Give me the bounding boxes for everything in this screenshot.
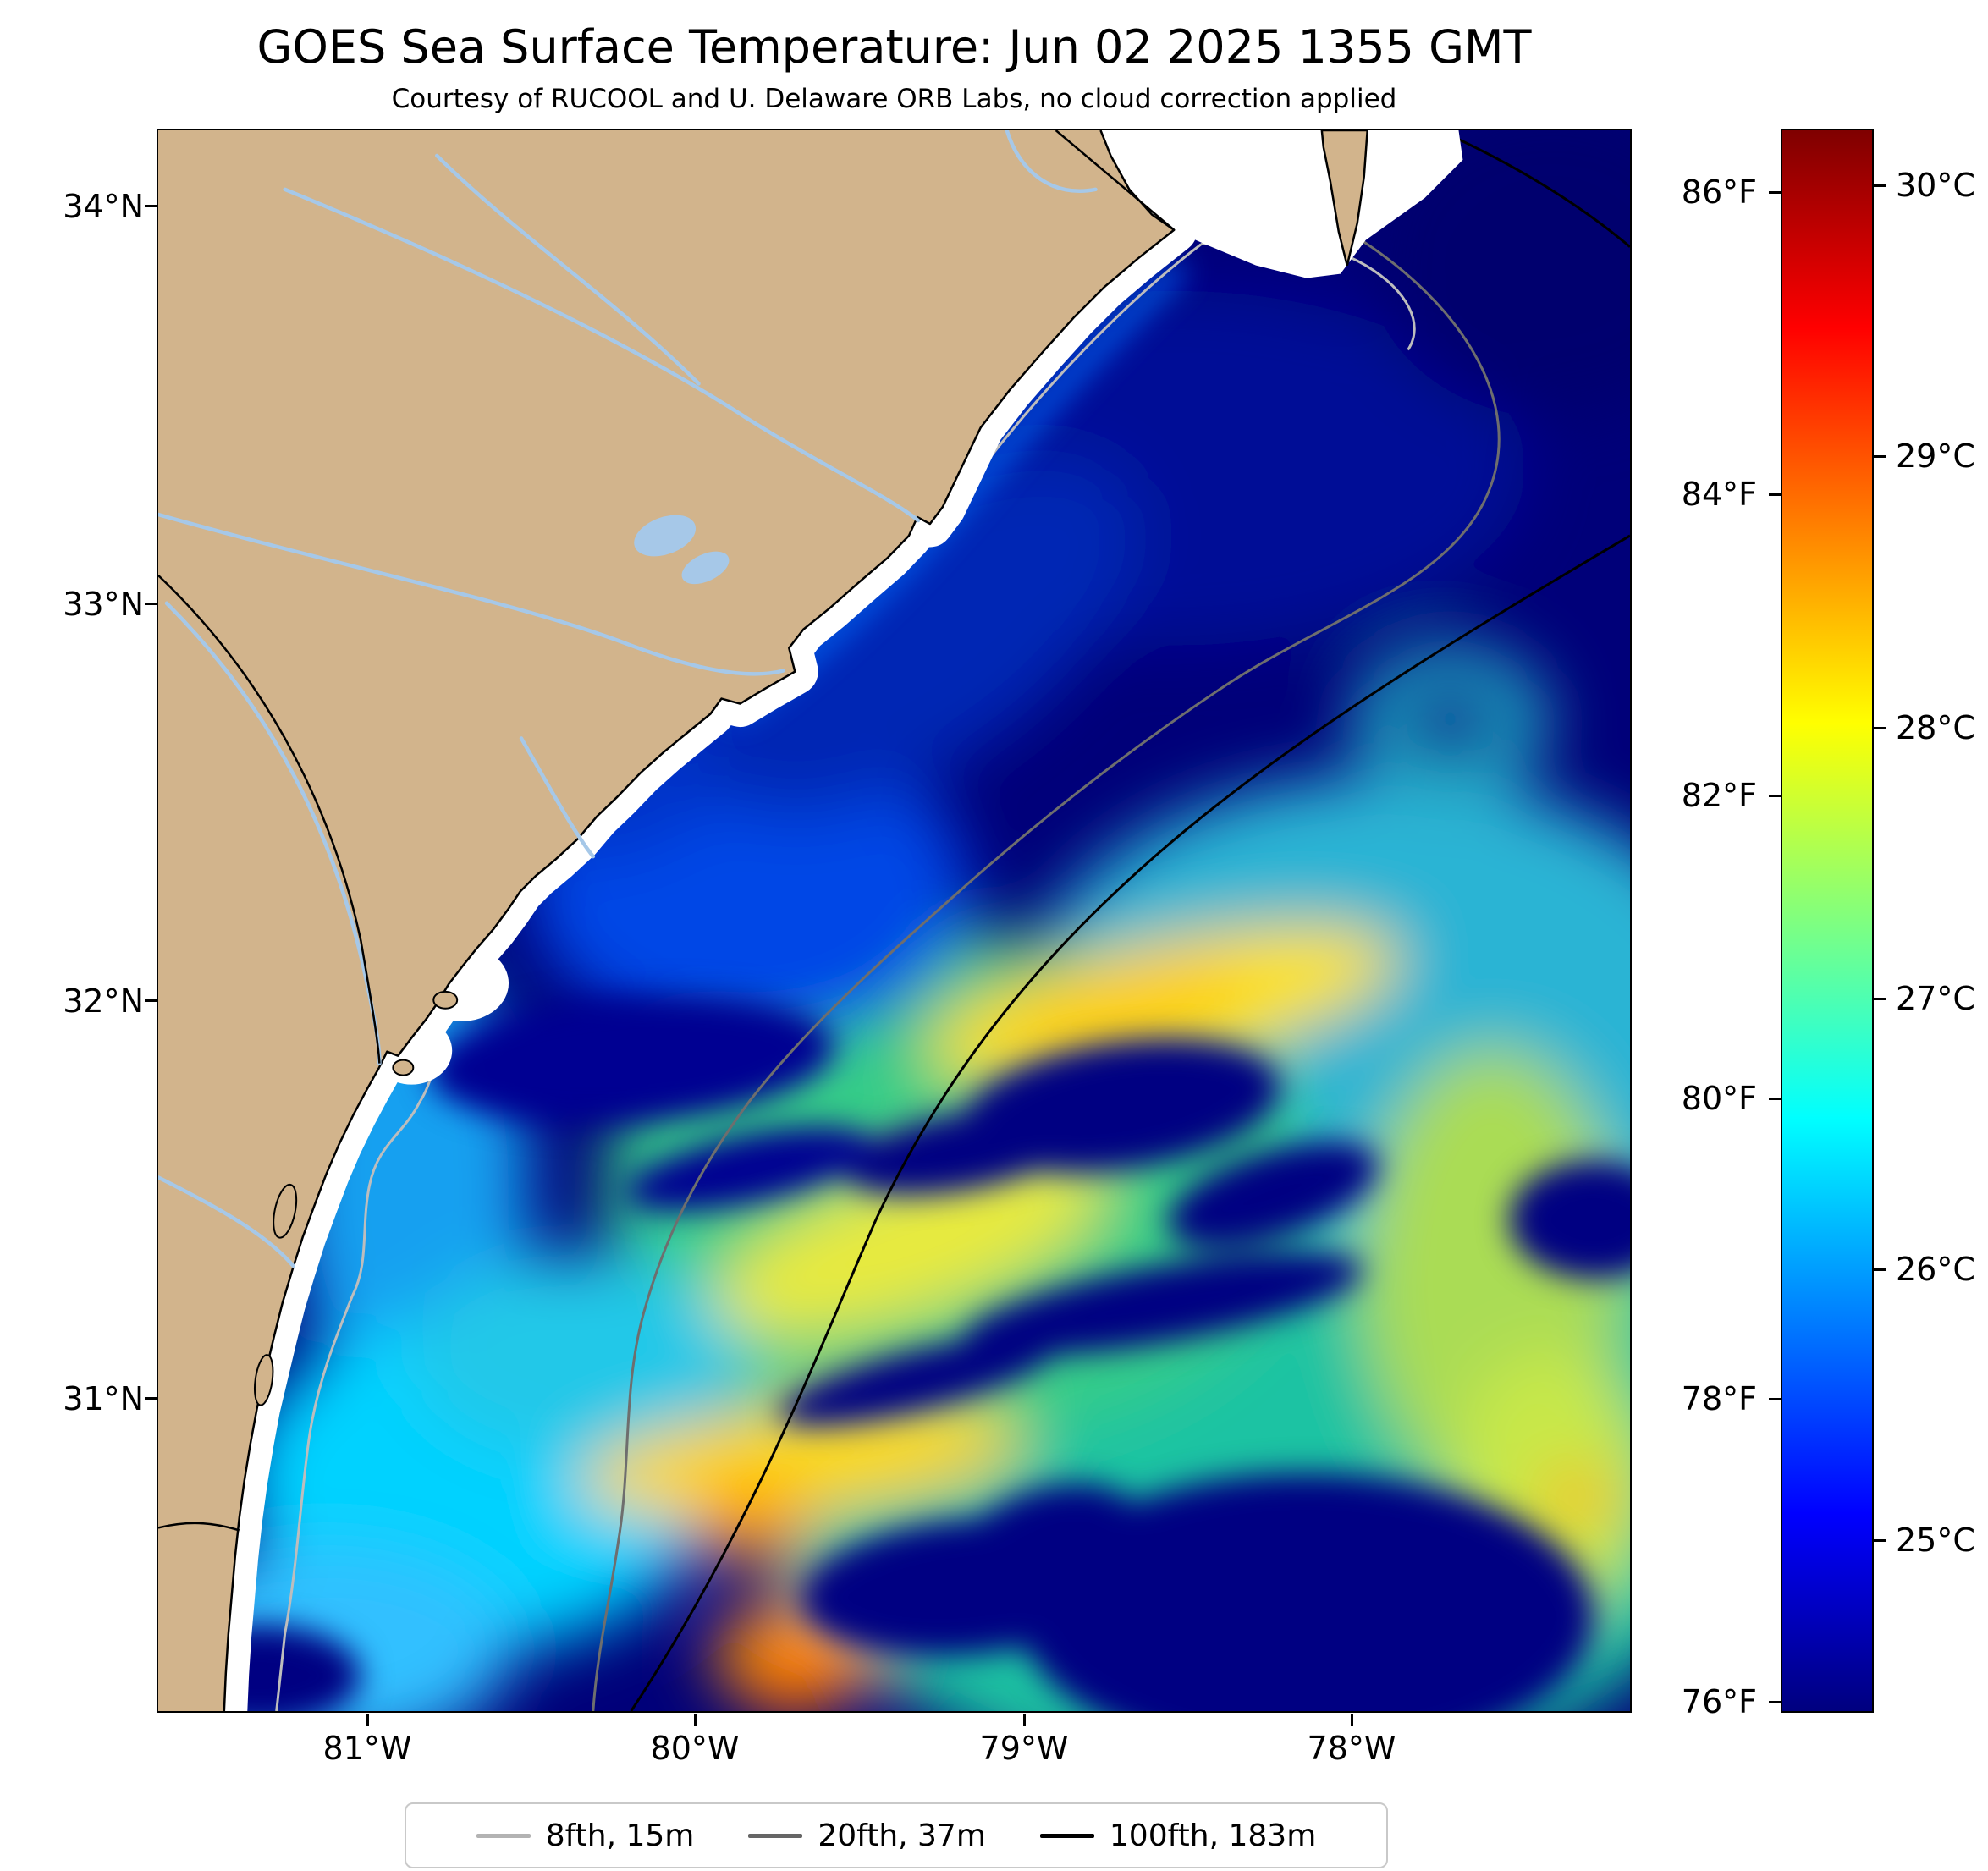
lon-tick-mark-79w xyxy=(1023,1714,1026,1726)
colorbar-tick-80f xyxy=(1769,1098,1781,1100)
cloud-cold-patches xyxy=(158,994,1630,1711)
lat-tick-label-34n: 34°N xyxy=(63,188,144,225)
bathymetry-legend: 8fth, 15m 20fth, 37m 100fth, 183m xyxy=(405,1802,1388,1868)
cape-fear-peninsula xyxy=(1320,130,1368,266)
barrier-islands xyxy=(253,990,459,1406)
legend-line-swatch-100fth xyxy=(1039,1833,1094,1838)
lat-tick-mark-33n xyxy=(145,603,157,605)
coastline xyxy=(223,130,1176,1711)
lat-tick-mark-34n xyxy=(145,205,157,207)
colorbar-label-78f: 78°F xyxy=(1681,1380,1757,1417)
lat-tick-label-33n: 33°N xyxy=(63,586,144,623)
page-title: GOES Sea Surface Temperature: Jun 02 202… xyxy=(256,20,1532,74)
legend-line-swatch-20fth xyxy=(748,1833,803,1838)
lon-tick-label-79w: 79°W xyxy=(979,1730,1069,1767)
state-boundary-lines xyxy=(158,130,1176,1532)
colorbar-tick-86f xyxy=(1769,191,1781,194)
map-plot xyxy=(157,129,1632,1713)
lat-tick-label-31n: 31°N xyxy=(63,1380,144,1417)
colorbar-tick-82f xyxy=(1769,795,1781,797)
colorbar-tick-78f xyxy=(1769,1398,1781,1400)
legend-item-8fth: 8fth, 15m xyxy=(476,1818,695,1853)
lon-tick-label-80w: 80°W xyxy=(650,1730,740,1767)
colorbar-label-26c: 26°C xyxy=(1896,1251,1975,1288)
colorbar-label-30c: 30°C xyxy=(1896,167,1975,204)
colorbar-label-27c: 27°C xyxy=(1896,980,1975,1017)
colorbar-label-80f: 80°F xyxy=(1681,1080,1757,1117)
legend-label-20fth: 20fth, 37m xyxy=(818,1818,986,1853)
colorbar-tick-25c xyxy=(1874,1539,1886,1542)
contour-100fth xyxy=(630,130,1630,1711)
legend-label-100fth: 100fth, 183m xyxy=(1109,1818,1317,1853)
colorbar-tick-28c xyxy=(1874,727,1886,729)
colorbar-tick-30c xyxy=(1874,184,1886,187)
colorbar-label-82f: 82°F xyxy=(1681,777,1757,814)
legend-item-100fth: 100fth, 183m xyxy=(1039,1818,1317,1853)
colorbar-label-25c: 25°C xyxy=(1896,1522,1975,1559)
lon-tick-mark-78w xyxy=(1351,1714,1353,1726)
lat-tick-mark-31n xyxy=(145,1397,157,1400)
colorbar-tick-84f xyxy=(1769,493,1781,496)
lakes xyxy=(634,515,730,585)
lon-tick-mark-80w xyxy=(694,1714,697,1726)
land-region xyxy=(158,130,1175,1711)
lon-tick-label-78w: 78°W xyxy=(1307,1730,1396,1767)
contour-20fth xyxy=(592,226,1501,1711)
lat-tick-label-32n: 32°N xyxy=(63,982,144,1020)
colorbar-label-84f: 84°F xyxy=(1681,476,1757,513)
colorbar-gradient xyxy=(1781,129,1874,1713)
legend-line-swatch-8fth xyxy=(476,1833,531,1838)
page-subtitle: Courtesy of RUCOOL and U. Delaware ORB L… xyxy=(391,84,1397,114)
colorbar-label-28c: 28°C xyxy=(1896,709,1975,746)
colorbar-label-29c: 29°C xyxy=(1896,437,1975,475)
colorbar-tick-76f xyxy=(1769,1701,1781,1703)
colorbar-tick-29c xyxy=(1874,455,1886,458)
colorbar-tick-26c xyxy=(1874,1268,1886,1271)
lat-tick-mark-32n xyxy=(145,999,157,1002)
colorbar-label-86f: 86°F xyxy=(1681,173,1757,211)
colorbar-tick-27c xyxy=(1874,998,1886,1000)
colorbar-label-76f: 76°F xyxy=(1681,1683,1757,1720)
lon-tick-label-81w: 81°W xyxy=(322,1730,412,1767)
sst-map-image xyxy=(158,130,1630,1711)
legend-label-8fth: 8fth, 15m xyxy=(545,1818,695,1853)
legend-item-20fth: 20fth, 37m xyxy=(748,1819,986,1853)
lon-tick-mark-81w xyxy=(366,1714,369,1726)
